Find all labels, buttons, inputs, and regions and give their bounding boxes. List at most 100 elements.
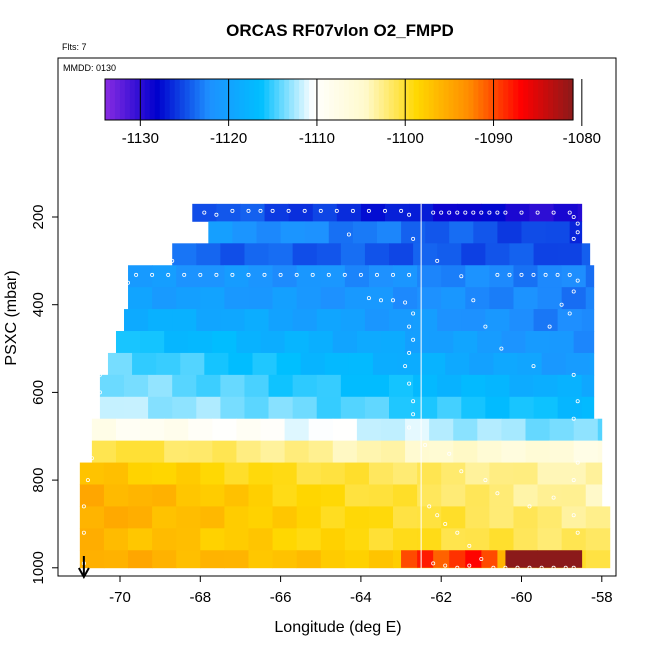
y-axis-label: PSXC (mbar): [3, 270, 20, 365]
heatmap-cell: [421, 352, 446, 376]
heatmap-cell: [541, 352, 567, 376]
flight-point: [230, 208, 235, 213]
heatmap-cell: [485, 309, 510, 332]
heatmap-cell: [124, 374, 149, 398]
flight-point: [467, 543, 472, 548]
flight-point: [246, 208, 251, 213]
heatmap-cell: [573, 440, 599, 463]
flight-point: [110, 337, 115, 342]
y-tick-label: 400: [30, 292, 47, 317]
colorbar-tick-label: -1120: [210, 130, 247, 147]
flight-point: [527, 504, 532, 509]
heatmap-surface-cell: [401, 550, 418, 568]
heatmap-cell: [188, 440, 213, 463]
colorbar-segment: [373, 79, 380, 120]
heatmap-cell: [172, 243, 197, 266]
heatmap-cell: [316, 309, 342, 332]
heatmap-cell: [344, 506, 370, 529]
flight-point: [93, 407, 98, 412]
colorbar-segment: [334, 79, 340, 120]
flight-point: [407, 350, 412, 355]
heatmap-cell: [581, 309, 595, 332]
heatmap-cell: [252, 352, 277, 376]
heatmap-cell: [477, 418, 502, 442]
heatmap-cell: [236, 331, 261, 354]
heatmap-cell: [196, 374, 221, 398]
flight-point: [471, 298, 476, 303]
heatmap-cell: [489, 287, 514, 310]
flight-point: [294, 272, 299, 277]
flight-point: [427, 504, 432, 509]
heatmap-cell: [441, 462, 466, 485]
heatmap-cell: [296, 506, 322, 529]
flight-point: [495, 210, 500, 215]
colorbar-segment: [109, 79, 116, 120]
flight-point: [547, 324, 552, 329]
heatmap-cell: [397, 352, 422, 376]
heatmap-cell: [148, 374, 173, 398]
heatmap-cell: [172, 396, 197, 420]
heatmap-cell: [473, 221, 498, 244]
colorbar-segment: [284, 79, 290, 120]
heatmap-cell: [461, 243, 486, 266]
heatmap-cell: [561, 506, 587, 529]
heatmap-cell: [585, 484, 603, 507]
heatmap-cell: [204, 352, 229, 376]
heatmap-cell: [200, 287, 225, 310]
heatmap-cell: [284, 331, 310, 354]
flight-point: [346, 232, 351, 237]
heatmap-cell: [493, 352, 518, 376]
heatmap-cell: [128, 287, 153, 310]
heatmap-cell: [356, 331, 382, 354]
colorbar-segment: [224, 79, 231, 120]
colorbar-segment: [358, 79, 365, 120]
plot-frame: [57, 57, 617, 577]
colorbar-segment: [498, 79, 504, 120]
colorbar-segment: [154, 79, 161, 120]
colorbar-segment: [194, 79, 201, 120]
colorbar-segment: [473, 79, 480, 120]
flight-point: [366, 296, 371, 301]
flight-point: [407, 324, 412, 329]
heatmap-cell: [268, 374, 294, 398]
colorbar-segment: [199, 79, 206, 120]
colorbar-segment: [398, 79, 405, 120]
flight-point: [443, 563, 448, 568]
flight-point: [214, 212, 219, 217]
flight-point: [246, 272, 251, 277]
heatmap-cell: [364, 396, 390, 420]
flight-point: [202, 210, 207, 215]
heatmap-cell: [176, 484, 201, 507]
heatmap-cell: [200, 550, 225, 569]
heatmap-cell: [501, 440, 526, 463]
flight-point: [411, 337, 416, 342]
flight-point: [455, 565, 460, 570]
heatmap-cell: [79, 484, 105, 507]
heatmap-cell: [437, 396, 462, 420]
flight-point: [483, 478, 488, 483]
heatmap-cell: [513, 462, 538, 485]
heatmap-cell: [336, 203, 362, 222]
flight-point: [463, 210, 468, 215]
heatmap-cell: [256, 221, 281, 244]
colorbar-tick-label: -1080: [563, 130, 601, 147]
heatmap-cell: [332, 331, 358, 354]
flight-track-overlay: [77, 203, 580, 580]
heatmap-cell: [585, 265, 595, 288]
heatmap-cell: [597, 440, 603, 463]
flight-point: [302, 208, 307, 213]
heatmap-cell: [501, 331, 526, 354]
heatmap-cell: [461, 374, 486, 398]
heatmap-cell: [368, 528, 394, 551]
x-axis-label: Longitude (deg E): [274, 619, 401, 636]
heatmap-cell: [320, 287, 346, 310]
colorbar-segment: [478, 79, 484, 120]
flight-point: [495, 272, 500, 277]
heatmap-cell: [220, 309, 245, 332]
colorbar-segment: [418, 79, 425, 120]
heatmap-cell: [79, 550, 105, 569]
colorbar-segment: [124, 79, 131, 120]
heatmap-cell: [224, 462, 249, 485]
heatmap-cell: [417, 265, 442, 288]
heatmap-cell: [272, 484, 298, 507]
